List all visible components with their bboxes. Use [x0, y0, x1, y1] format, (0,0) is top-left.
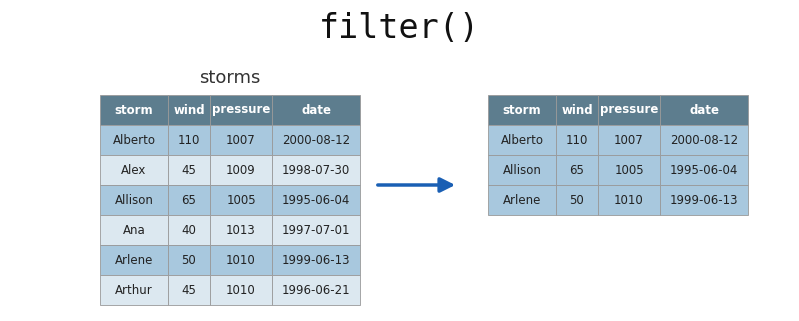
Bar	[598, 155, 660, 185]
Bar	[598, 125, 660, 155]
Text: date: date	[689, 103, 719, 117]
Bar	[100, 215, 168, 245]
Bar	[168, 95, 210, 125]
Text: 1013: 1013	[226, 223, 256, 237]
Bar	[168, 155, 210, 185]
Text: 1995-06-04: 1995-06-04	[282, 194, 350, 206]
Bar	[488, 155, 556, 185]
Bar	[556, 185, 598, 215]
Bar	[210, 155, 272, 185]
Text: 40: 40	[181, 223, 197, 237]
Text: 1998-07-30: 1998-07-30	[282, 163, 350, 177]
Text: pressure: pressure	[212, 103, 270, 117]
Bar	[556, 155, 598, 185]
Bar	[556, 95, 598, 125]
Text: storms: storms	[199, 69, 260, 87]
Text: 1995-06-04: 1995-06-04	[670, 163, 738, 177]
Text: Alberto: Alberto	[500, 134, 543, 146]
Bar	[488, 185, 556, 215]
Bar	[272, 95, 360, 125]
Bar	[272, 215, 360, 245]
Bar	[168, 245, 210, 275]
Bar	[598, 185, 660, 215]
Bar	[660, 155, 748, 185]
Text: 1997-07-01: 1997-07-01	[282, 223, 350, 237]
Bar	[660, 95, 748, 125]
Bar	[100, 275, 168, 305]
Text: storm: storm	[503, 103, 541, 117]
Bar	[488, 125, 556, 155]
Text: filter(): filter()	[319, 12, 480, 45]
Text: 50: 50	[570, 194, 584, 206]
Bar	[210, 275, 272, 305]
Bar	[272, 275, 360, 305]
Bar	[210, 215, 272, 245]
Bar	[272, 245, 360, 275]
Text: storm: storm	[115, 103, 153, 117]
Text: Alberto: Alberto	[113, 134, 156, 146]
Text: 2000-08-12: 2000-08-12	[670, 134, 738, 146]
Text: date: date	[301, 103, 331, 117]
Text: 1005: 1005	[226, 194, 256, 206]
Text: 110: 110	[566, 134, 588, 146]
Text: 1999-06-13: 1999-06-13	[670, 194, 738, 206]
Bar	[660, 125, 748, 155]
Text: 1005: 1005	[614, 163, 644, 177]
Text: Arlene: Arlene	[115, 254, 153, 266]
Text: pressure: pressure	[600, 103, 658, 117]
Bar	[100, 185, 168, 215]
Text: Allison: Allison	[114, 194, 153, 206]
Text: wind: wind	[173, 103, 205, 117]
Bar	[272, 155, 360, 185]
Text: 65: 65	[181, 194, 197, 206]
Bar	[210, 245, 272, 275]
Text: 45: 45	[181, 163, 197, 177]
Text: Ana: Ana	[122, 223, 145, 237]
Bar	[100, 155, 168, 185]
Text: Arlene: Arlene	[503, 194, 541, 206]
Text: 65: 65	[570, 163, 584, 177]
Bar	[168, 275, 210, 305]
Text: wind: wind	[561, 103, 593, 117]
Bar	[210, 125, 272, 155]
Text: 110: 110	[178, 134, 201, 146]
Text: 1007: 1007	[226, 134, 256, 146]
Text: 1999-06-13: 1999-06-13	[282, 254, 350, 266]
Text: Allison: Allison	[503, 163, 542, 177]
Text: 1009: 1009	[226, 163, 256, 177]
Text: 1010: 1010	[226, 254, 256, 266]
Text: 1010: 1010	[226, 283, 256, 297]
Text: 50: 50	[181, 254, 197, 266]
Bar	[556, 125, 598, 155]
Text: 1996-06-21: 1996-06-21	[282, 283, 350, 297]
Bar	[168, 185, 210, 215]
Bar	[100, 125, 168, 155]
Bar	[100, 245, 168, 275]
Text: 1007: 1007	[614, 134, 644, 146]
Bar	[272, 125, 360, 155]
Bar	[168, 215, 210, 245]
Text: 2000-08-12: 2000-08-12	[282, 134, 350, 146]
Bar	[210, 95, 272, 125]
Bar	[660, 185, 748, 215]
Text: 45: 45	[181, 283, 197, 297]
Text: Arthur: Arthur	[115, 283, 153, 297]
Text: Alex: Alex	[121, 163, 147, 177]
Text: 1010: 1010	[614, 194, 644, 206]
Bar	[168, 125, 210, 155]
Bar	[488, 95, 556, 125]
Bar	[272, 185, 360, 215]
Bar	[598, 95, 660, 125]
Bar	[210, 185, 272, 215]
Bar	[100, 95, 168, 125]
